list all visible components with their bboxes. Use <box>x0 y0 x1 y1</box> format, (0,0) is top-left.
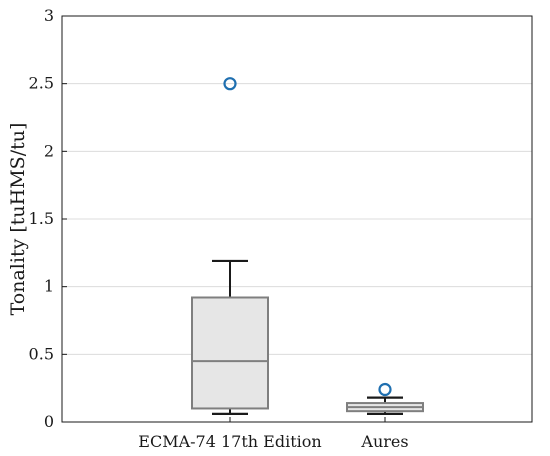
grid-lines <box>62 83 532 355</box>
x-tick-label: ECMA-74 17th Edition <box>138 432 321 451</box>
y-tick-label: 2.5 <box>29 74 54 93</box>
y-tick-label: 0 <box>44 412 54 431</box>
outlier-point <box>223 77 237 91</box>
y-tick-label: 0.5 <box>29 344 54 363</box>
x-axis: ECMA-74 17th Edition Aures <box>138 417 409 451</box>
y-axis: 0 0.5 1 1.5 2 2.5 3 <box>29 6 67 431</box>
y-tick-label: 1 <box>44 277 54 296</box>
x-tick-label: Aures <box>360 432 408 451</box>
y-tick-label: 3 <box>44 6 54 25</box>
box-1 <box>191 77 269 415</box>
y-tick-label: 2 <box>44 141 54 160</box>
outlier-point <box>378 382 392 397</box>
box-series <box>191 77 424 415</box>
box-body <box>191 296 269 410</box>
y-tick-label: 1.5 <box>29 209 54 228</box>
box-2 <box>346 382 424 415</box>
y-axis-label: Tonality [tuHMS/tu] <box>7 123 29 316</box>
